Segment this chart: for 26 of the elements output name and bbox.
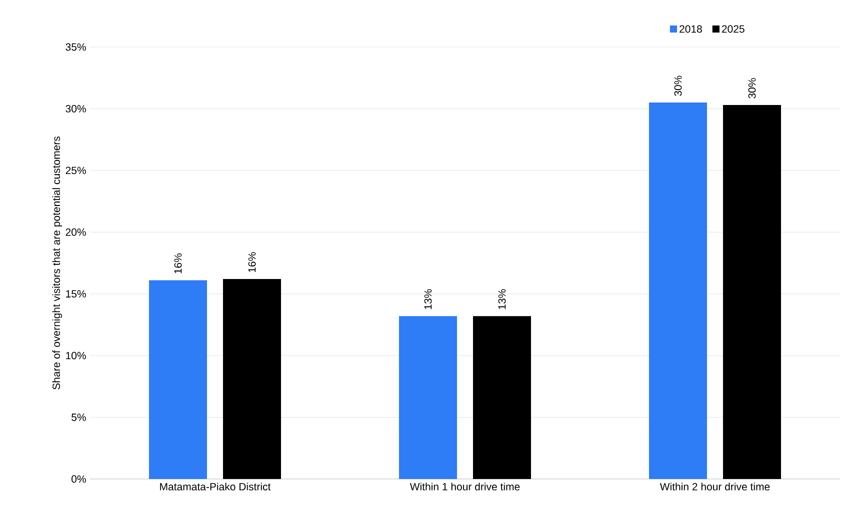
bar [649,102,708,479]
data-label: 30% [674,76,682,96]
data-label: 16% [248,252,256,272]
legend-label: 2018 [680,25,702,33]
y-tick-label: 15% [66,290,86,298]
data-label: 13% [424,289,432,310]
y-tick-label: 25% [66,166,86,174]
legend-label: 2025 [722,25,744,33]
bar [473,316,532,479]
x-tick-label: Within 2 hour drive time [660,482,770,490]
data-label: 30% [748,78,756,98]
y-tick-label: 10% [66,352,86,360]
x-tick-label: Within 1 hour drive time [410,482,520,490]
y-tick-label: 30% [66,105,86,112]
y-tick-label: 35% [66,43,86,51]
bar [399,316,458,479]
data-label: 16% [174,253,182,274]
y-tick-label: 0% [72,475,86,483]
y-tick-label: 20% [66,228,86,236]
y-tick-label: 5% [72,414,86,421]
data-label: 13% [498,289,506,310]
y-axis-title: Share of overnight visitors that are potential customers [52,136,62,390]
bar [723,105,782,479]
bar [149,280,208,479]
x-tick-label: Matamata-Piako District [160,482,271,490]
bar [223,279,282,479]
